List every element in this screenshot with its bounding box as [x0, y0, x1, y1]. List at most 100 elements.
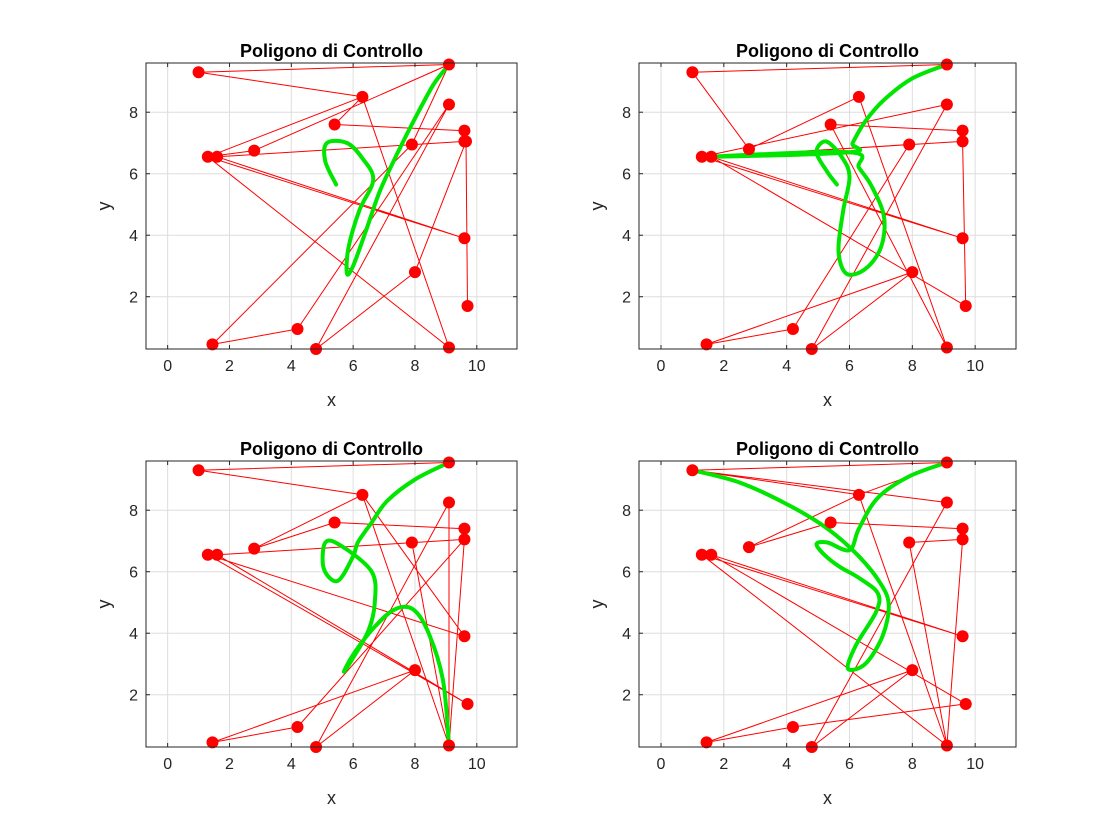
y-tick-label: 6 [129, 565, 138, 582]
curve-line [709, 62, 949, 277]
y-tick-label: 8 [622, 105, 631, 122]
control-point-marker [408, 266, 421, 279]
plot-area [146, 63, 517, 349]
control-point-marker [956, 232, 969, 245]
axes-box [638, 460, 1017, 748]
control-point-marker [458, 533, 471, 546]
control-point-marker [442, 98, 455, 111]
subplot-3: 0 2 4 6 8 10 2 4 6 8 Poligono di Controllo x y [94, 439, 518, 808]
curve-line [690, 460, 949, 672]
control-point-marker [442, 341, 455, 354]
control-point-marker [903, 138, 916, 151]
control-polygon-line [691, 462, 967, 748]
control-point-marker [408, 664, 421, 677]
control-point-marker [206, 736, 219, 749]
y-tick-label: 2 [622, 290, 631, 307]
control-polygon-line [691, 64, 967, 350]
x-tick-label: 10 [966, 756, 984, 773]
control-point-marker [201, 548, 214, 561]
control-point-marker [742, 541, 755, 554]
x-tick-label: 6 [845, 756, 854, 773]
x-tick-label: 6 [349, 756, 358, 773]
control-point-marker [328, 118, 341, 131]
y-tick-label: 8 [129, 503, 138, 520]
control-point-marker [405, 536, 418, 549]
x-tick-label: 10 [966, 358, 984, 375]
control-point-marker [786, 323, 799, 336]
control-point-marker [458, 124, 471, 137]
control-polygon-line [198, 64, 468, 350]
control-point-marker [192, 464, 205, 477]
y-tick-label: 2 [129, 688, 138, 705]
control-point-marker [959, 299, 972, 312]
x-axis-label: x [823, 788, 832, 808]
control-point-marker [940, 496, 953, 509]
y-tick-label: 6 [622, 167, 631, 184]
x-tick-label: 0 [163, 756, 172, 773]
x-tick-label: 0 [163, 358, 172, 375]
control-point-marker [852, 90, 865, 103]
axes-box [145, 62, 518, 350]
control-point-marker [248, 542, 261, 555]
control-point-marker [461, 697, 474, 710]
control-point-marker [700, 338, 713, 351]
control-point-marker [852, 488, 865, 501]
control-point-marker [903, 536, 916, 549]
y-tick-label: 6 [129, 167, 138, 184]
x-tick-label: 10 [468, 756, 486, 773]
control-point-marker [459, 135, 472, 148]
x-tick-label: 4 [287, 358, 296, 375]
x-tick-label: 6 [845, 358, 854, 375]
y-tick-label: 8 [129, 105, 138, 122]
x-tick-label: 8 [411, 358, 420, 375]
y-tick-label: 2 [129, 290, 138, 307]
y-tick-label: 4 [129, 626, 138, 643]
control-point-marker [442, 496, 455, 509]
plot-area [146, 461, 517, 747]
control-point-marker [956, 522, 969, 535]
control-point-marker [442, 456, 455, 469]
control-point-marker [742, 143, 755, 156]
subplot-2: 0 2 4 6 8 10 2 4 6 8 Poligono di Controllo x y [587, 41, 1017, 410]
x-tick-label: 4 [782, 358, 791, 375]
x-tick-label: 8 [908, 358, 917, 375]
x-tick-label: 10 [468, 358, 486, 375]
control-point-marker [786, 721, 799, 734]
x-tick-label: 4 [782, 756, 791, 773]
control-point-marker [442, 739, 455, 752]
y-tick-label: 4 [622, 228, 631, 245]
subplot-title: Poligono di Controllo [736, 439, 919, 459]
control-point-marker [458, 522, 471, 535]
control-point-marker [442, 58, 455, 71]
control-point-marker [956, 533, 969, 546]
control-point-marker [700, 736, 713, 749]
y-axis-label: y [94, 600, 114, 609]
y-tick-label: 8 [622, 503, 631, 520]
control-point-marker [956, 630, 969, 643]
subplot-title: Poligono di Controllo [240, 41, 423, 61]
control-point-marker [686, 464, 699, 477]
control-point-marker [458, 630, 471, 643]
control-point-marker [956, 124, 969, 137]
subplot-title: Poligono di Controllo [240, 439, 423, 459]
y-axis-label: y [94, 202, 114, 211]
x-tick-label: 6 [349, 358, 358, 375]
control-point-marker [291, 323, 304, 336]
x-tick-label: 2 [225, 358, 234, 375]
control-point-marker [458, 232, 471, 245]
x-axis-label: x [823, 390, 832, 410]
control-point-marker [940, 341, 953, 354]
x-tick-label: 8 [411, 756, 420, 773]
control-polygon-line [198, 462, 468, 748]
control-point-marker [959, 697, 972, 710]
subplot-title: Poligono di Controllo [736, 41, 919, 61]
control-point-marker [356, 488, 369, 501]
control-point-marker [291, 721, 304, 734]
control-point-marker [940, 739, 953, 752]
control-point-marker [906, 266, 919, 279]
x-axis-label: x [327, 788, 336, 808]
control-point-marker [824, 516, 837, 529]
control-point-marker [686, 66, 699, 79]
control-point-marker [940, 456, 953, 469]
